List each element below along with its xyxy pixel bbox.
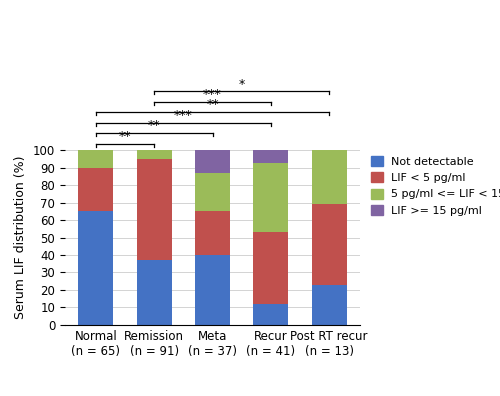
Bar bbox=[195, 173, 230, 211]
Bar bbox=[136, 260, 172, 325]
Text: **: ** bbox=[206, 99, 219, 111]
Bar bbox=[195, 150, 230, 173]
Bar bbox=[136, 159, 172, 260]
Bar bbox=[78, 168, 114, 211]
Text: ***: *** bbox=[203, 88, 222, 101]
Text: ***: *** bbox=[174, 109, 193, 122]
Bar bbox=[254, 163, 288, 232]
Bar bbox=[254, 150, 288, 163]
Legend: Not detectable, LIF < 5 pg/ml, 5 pg/ml <= LIF < 15 pg/ml, LIF >= 15 pg/ml: Not detectable, LIF < 5 pg/ml, 5 pg/ml <… bbox=[372, 156, 500, 216]
Bar bbox=[136, 150, 172, 159]
Bar bbox=[312, 204, 346, 285]
Bar bbox=[195, 255, 230, 325]
Bar bbox=[254, 232, 288, 304]
Text: *: * bbox=[238, 78, 245, 91]
Y-axis label: Serum LIF distribution (%): Serum LIF distribution (%) bbox=[14, 156, 28, 319]
Bar bbox=[78, 211, 114, 325]
Bar bbox=[312, 150, 346, 204]
Bar bbox=[195, 211, 230, 255]
Bar bbox=[78, 150, 114, 168]
Text: **: ** bbox=[148, 119, 160, 132]
Text: **: ** bbox=[119, 130, 132, 143]
Bar bbox=[254, 304, 288, 325]
Bar bbox=[312, 285, 346, 325]
